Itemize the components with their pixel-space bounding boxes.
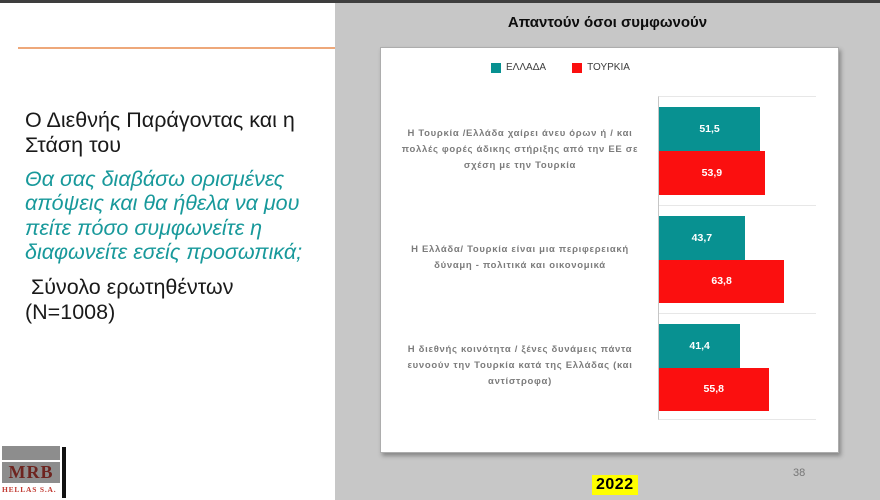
bar-τουρκια: 55,8 (659, 367, 769, 411)
left-text-block: Ο Διεθνής Παράγοντας και η Στάση του Θα … (25, 108, 327, 325)
chart-legend: ΕΛΛΑΔΑ ΤΟΥΡΚΙΑ (491, 62, 630, 73)
plot-area: 51,5 53,9 43,7 63,8 41,4 55,8 (658, 96, 816, 420)
mrb-logo-vertical-bar (62, 447, 66, 498)
category-label: Η Ελλάδα/ Τουρκία είναι μια περιφερειακή… (411, 244, 629, 271)
bar-value-label: 43,7 (691, 231, 713, 244)
bar-value-label: 63,8 (711, 275, 732, 288)
bar-τουρκια: 63,8 (659, 259, 785, 303)
category-label: Η διεθνής κοινότητα / ξένες δυνάμεις πάν… (407, 344, 633, 387)
turkey-swatch-icon (572, 62, 583, 73)
category-labels: Η Τουρκία /Ελλάδα χαίρει άνευ όρων ή / κ… (389, 96, 651, 420)
chart-frame: ΕΛΛΑΔΑ ΤΟΥΡΚΙΑ Η Τουρκία /Ελλάδα χαίρει … (380, 47, 839, 453)
mrb-logo-subtext: HELLAS S.A. (2, 485, 57, 494)
bar-group-row: 51,5 53,9 (659, 97, 816, 205)
survey-question-text: Θα σας διαβάσω ορισμένες απόψεις και θα … (25, 166, 303, 265)
bar-value-label: 55,8 (703, 383, 724, 396)
bar-group-row: 41,4 55,8 (659, 313, 816, 421)
sample-size-note: Σύνολο ερωτηθέντων (N=1008) (25, 274, 240, 324)
mrb-hellas-logo: MRB HELLAS S.A. (2, 446, 66, 498)
bar-ελλαδα: 43,7 (659, 216, 745, 260)
legend-label-turkey: ΤΟΥΡΚΙΑ (587, 62, 630, 73)
chart-region: Απαντούν όσοι συμφωνούν ΕΛΛΑΔΑ ΤΟΥΡΚΙΑ Η… (335, 3, 880, 500)
bar-ελλαδα: 51,5 (659, 107, 761, 151)
year-badge: 2022 (592, 475, 638, 495)
mrb-logo-text: MRB (2, 462, 60, 483)
top-border-line (0, 0, 880, 3)
bar-ελλαδα: 41,4 (659, 324, 741, 368)
bar-τουρκια: 53,9 (659, 151, 765, 195)
bar-group-row: 43,7 63,8 (659, 205, 816, 313)
bar-value-label: 53,9 (701, 167, 723, 179)
legend-item-greece: ΕΛΛΑΔΑ (491, 62, 546, 73)
bar-value-label: 41,4 (689, 339, 710, 352)
accent-divider-line (18, 47, 335, 49)
mrb-logo-topbar (2, 446, 60, 460)
legend-item-turkey: ΤΟΥΡΚΙΑ (572, 62, 630, 73)
mrb-logo-inner: MRB HELLAS S.A. (2, 446, 60, 494)
greece-swatch-icon (491, 62, 501, 73)
legend-label-greece: ΕΛΛΑΔΑ (506, 62, 547, 73)
bar-value-label: 51,5 (699, 123, 720, 135)
page-number: 38 (793, 467, 806, 479)
category-label: Η Τουρκία /Ελλάδα χαίρει άνευ όρων ή / κ… (401, 128, 639, 171)
slide-title: Ο Διεθνής Παράγοντας και η Στάση του (25, 108, 295, 157)
chart-header: Απαντούν όσοι συμφωνούν (507, 14, 708, 31)
